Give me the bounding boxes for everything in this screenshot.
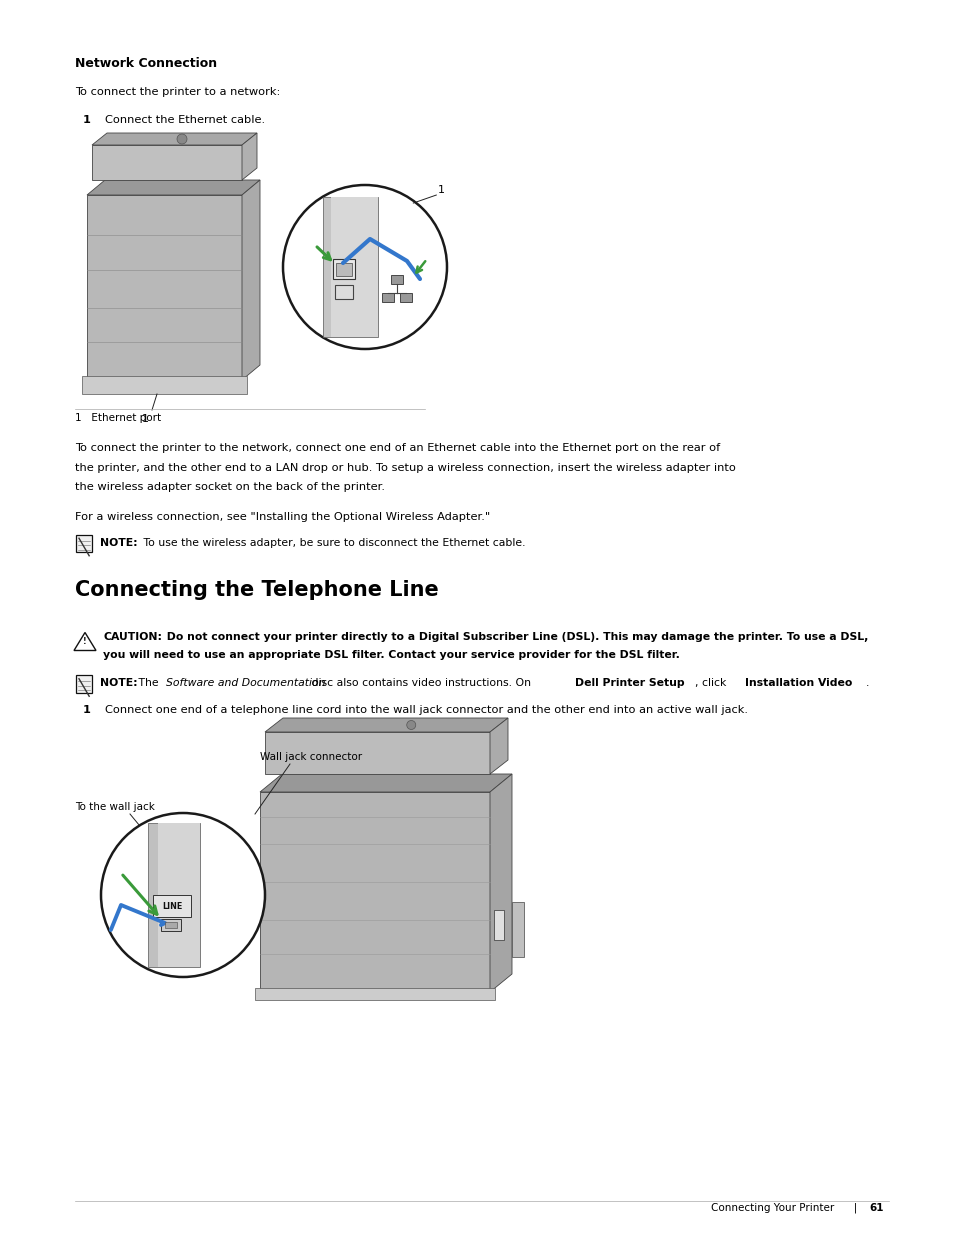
Text: For a wireless connection, see "Installing the Optional Wireless Adapter.": For a wireless connection, see "Installi…	[75, 511, 490, 521]
FancyBboxPatch shape	[254, 988, 495, 1000]
Circle shape	[101, 813, 265, 977]
FancyBboxPatch shape	[76, 676, 91, 693]
Circle shape	[283, 185, 447, 350]
FancyBboxPatch shape	[399, 293, 412, 303]
Text: 1: 1	[437, 185, 445, 195]
FancyBboxPatch shape	[158, 823, 200, 967]
Text: The: The	[135, 678, 162, 688]
Text: To connect the printer to a network:: To connect the printer to a network:	[75, 86, 280, 98]
Text: disc also contains video instructions. On: disc also contains video instructions. O…	[308, 678, 535, 688]
Circle shape	[406, 720, 416, 730]
Text: |: |	[843, 1203, 866, 1213]
FancyBboxPatch shape	[82, 375, 247, 394]
Polygon shape	[490, 718, 507, 774]
Text: Wall jack connector: Wall jack connector	[260, 752, 362, 762]
FancyBboxPatch shape	[494, 910, 503, 940]
Text: 1: 1	[142, 414, 149, 424]
Polygon shape	[265, 718, 507, 732]
Text: Connect the Ethernet cable.: Connect the Ethernet cable.	[105, 115, 265, 125]
Text: To use the wireless adapter, be sure to disconnect the Ethernet cable.: To use the wireless adapter, be sure to …	[140, 537, 525, 547]
FancyBboxPatch shape	[331, 198, 377, 337]
FancyBboxPatch shape	[87, 195, 242, 380]
Text: NOTE:: NOTE:	[100, 678, 137, 688]
FancyBboxPatch shape	[152, 895, 191, 918]
Text: , click: , click	[695, 678, 730, 688]
Text: Dell Printer Setup: Dell Printer Setup	[575, 678, 684, 688]
Text: the wireless adapter socket on the back of the printer.: the wireless adapter socket on the back …	[75, 482, 385, 492]
Text: 1: 1	[83, 705, 91, 715]
Polygon shape	[242, 180, 260, 380]
FancyBboxPatch shape	[161, 919, 181, 931]
Polygon shape	[74, 632, 96, 651]
Text: LINE: LINE	[162, 902, 182, 910]
Polygon shape	[87, 180, 260, 195]
Text: To the wall jack: To the wall jack	[75, 802, 154, 811]
Text: To connect the printer to the network, connect one end of an Ethernet cable into: To connect the printer to the network, c…	[75, 443, 720, 453]
Polygon shape	[242, 133, 256, 180]
Text: Do not connect your printer directly to a Digital Subscriber Line (DSL). This ma: Do not connect your printer directly to …	[163, 631, 867, 641]
Text: you will need to use an appropriate DSL filter. Contact your service provider fo: you will need to use an appropriate DSL …	[103, 650, 679, 659]
FancyBboxPatch shape	[91, 144, 242, 180]
FancyBboxPatch shape	[165, 923, 177, 927]
Polygon shape	[260, 774, 512, 792]
FancyBboxPatch shape	[148, 823, 200, 967]
Text: Connecting Your Printer: Connecting Your Printer	[710, 1203, 833, 1213]
Polygon shape	[91, 133, 256, 144]
Text: Connecting the Telephone Line: Connecting the Telephone Line	[75, 579, 438, 599]
FancyBboxPatch shape	[260, 792, 490, 992]
Text: .: .	[864, 678, 868, 688]
Text: 1   Ethernet port: 1 Ethernet port	[75, 412, 161, 424]
Text: 61: 61	[868, 1203, 883, 1213]
Text: Connect one end of a telephone line cord into the wall jack connector and the ot: Connect one end of a telephone line cord…	[105, 705, 747, 715]
FancyBboxPatch shape	[335, 263, 352, 275]
FancyBboxPatch shape	[265, 732, 490, 774]
Circle shape	[177, 135, 187, 144]
FancyBboxPatch shape	[381, 293, 394, 303]
Text: 1: 1	[83, 115, 91, 125]
Text: CAUTION:: CAUTION:	[103, 631, 162, 641]
Text: Installation Video: Installation Video	[744, 678, 852, 688]
Text: Network Connection: Network Connection	[75, 57, 217, 70]
Text: Software and Documentation: Software and Documentation	[167, 678, 326, 688]
FancyBboxPatch shape	[512, 902, 523, 957]
FancyBboxPatch shape	[76, 535, 91, 552]
FancyBboxPatch shape	[333, 259, 355, 279]
FancyBboxPatch shape	[391, 275, 402, 284]
Text: the printer, and the other end to a LAN drop or hub. To setup a wireless connect: the printer, and the other end to a LAN …	[75, 462, 735, 473]
FancyBboxPatch shape	[323, 198, 377, 337]
Text: !: !	[83, 636, 87, 646]
Polygon shape	[490, 774, 512, 992]
Text: NOTE:: NOTE:	[100, 537, 137, 547]
FancyBboxPatch shape	[335, 285, 353, 299]
